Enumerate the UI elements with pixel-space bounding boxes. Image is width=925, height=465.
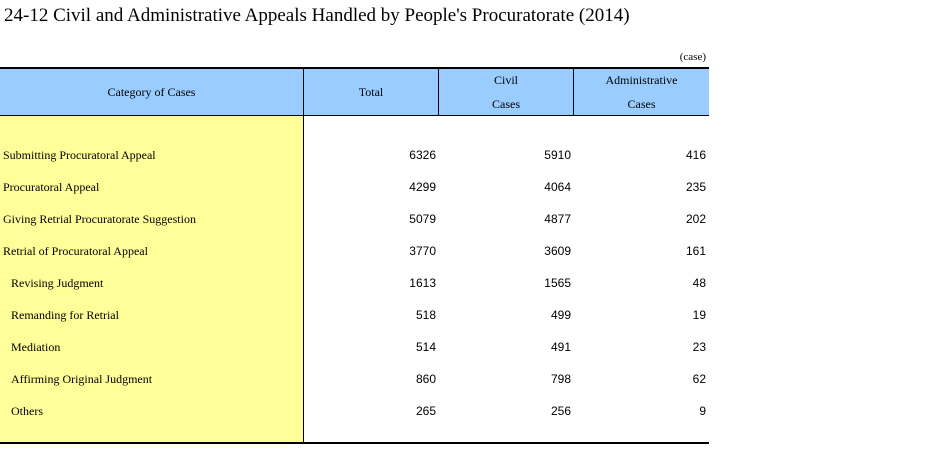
header-bottom-rule (0, 115, 709, 116)
total-value: 860 (415, 372, 436, 386)
administrative-value: 202 (685, 212, 706, 226)
row-label: Giving Retrial Procuratorate Suggestion (3, 212, 196, 226)
total-value: 5079 (409, 212, 436, 226)
administrative-value: 161 (685, 244, 706, 258)
row-label: Retrial of Procuratoral Appeal (3, 244, 148, 258)
total-value: 3770 (409, 244, 436, 258)
unit-label: (case) (679, 51, 706, 63)
civil-value: 256 (550, 404, 571, 418)
total-value: 1613 (409, 276, 436, 290)
total-value: 6326 (409, 148, 436, 162)
administrative-value: 9 (699, 404, 706, 418)
category-column-divider (303, 116, 304, 442)
table-row: Procuratoral Appeal 4299 4064 235 (0, 172, 709, 204)
column-header-category: Category of Cases (107, 85, 196, 99)
row-label: Revising Judgment (11, 276, 104, 290)
civil-value: 4064 (544, 180, 571, 194)
table-row: Giving Retrial Procuratorate Suggestion … (0, 204, 709, 236)
column-header-civil-line1: Civil (493, 73, 518, 87)
civil-value: 798 (550, 372, 571, 386)
administrative-value: 23 (692, 340, 706, 354)
category-column-background (0, 116, 303, 442)
table-row: Revising Judgment 1613 1565 48 (0, 268, 709, 300)
table-row: Affirming Original Judgment 860 798 62 (0, 364, 709, 396)
row-label: Procuratoral Appeal (3, 180, 100, 194)
administrative-value: 62 (692, 372, 706, 386)
table-row: Mediation 514 491 23 (0, 332, 709, 364)
total-value: 4299 (409, 180, 436, 194)
column-header-civil-line2: Cases (492, 97, 520, 111)
table-bottom-rule (0, 442, 709, 444)
row-label: Submitting Procuratoral Appeal (3, 148, 156, 162)
civil-value: 499 (550, 308, 571, 322)
header-divider-total (438, 69, 439, 116)
civil-value: 491 (550, 340, 571, 354)
row-label: Mediation (11, 340, 61, 354)
administrative-value: 19 (692, 308, 706, 322)
column-header-administrative-line2: Cases (627, 97, 656, 111)
header-divider-category (303, 69, 304, 116)
row-label: Affirming Original Judgment (11, 372, 153, 386)
civil-value: 5910 (544, 148, 571, 162)
column-header-civil: Civil Cases (439, 69, 573, 115)
administrative-value: 48 (692, 276, 706, 290)
total-value: 265 (415, 404, 436, 418)
header-divider-civil (573, 69, 574, 116)
table-header-background (0, 69, 709, 116)
table-row: Submitting Procuratoral Appeal 6326 5910… (0, 140, 709, 172)
appeals-table: Category of Cases Total Civil Cases Admi… (0, 67, 709, 444)
row-label: Remanding for Retrial (11, 308, 119, 322)
civil-value: 3609 (544, 244, 571, 258)
column-header-total: Total (358, 85, 384, 99)
civil-value: 1565 (544, 276, 571, 290)
administrative-value: 235 (685, 180, 706, 194)
administrative-value: 416 (685, 148, 706, 162)
table-row: Retrial of Procuratoral Appeal 3770 3609… (0, 236, 709, 268)
page-title: 24-12 Civil and Administrative Appeals H… (4, 5, 630, 26)
table-top-rule (0, 67, 709, 69)
column-header-administrative: Administrative Cases (574, 69, 709, 115)
civil-value: 4877 (544, 212, 571, 226)
total-value: 514 (415, 340, 436, 354)
table-row: Others 265 256 9 (0, 396, 709, 428)
table-row: Remanding for Retrial 518 499 19 (0, 300, 709, 332)
column-header-administrative-line1: Administrative (605, 73, 678, 87)
row-label: Others (11, 404, 43, 418)
total-value: 518 (415, 308, 436, 322)
